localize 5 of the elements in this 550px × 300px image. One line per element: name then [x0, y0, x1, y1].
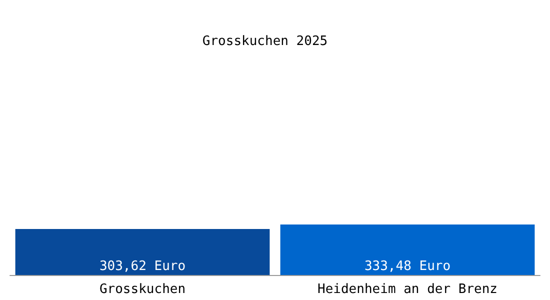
- x-tick-label: Grosskuchen: [99, 282, 186, 297]
- chart-title: Grosskuchen 2025: [202, 34, 328, 49]
- data-label: 303,62 Euro: [99, 259, 186, 274]
- data-label: 333,48 Euro: [364, 259, 451, 274]
- x-tick-label: Heidenheim an der Brenz: [317, 282, 498, 297]
